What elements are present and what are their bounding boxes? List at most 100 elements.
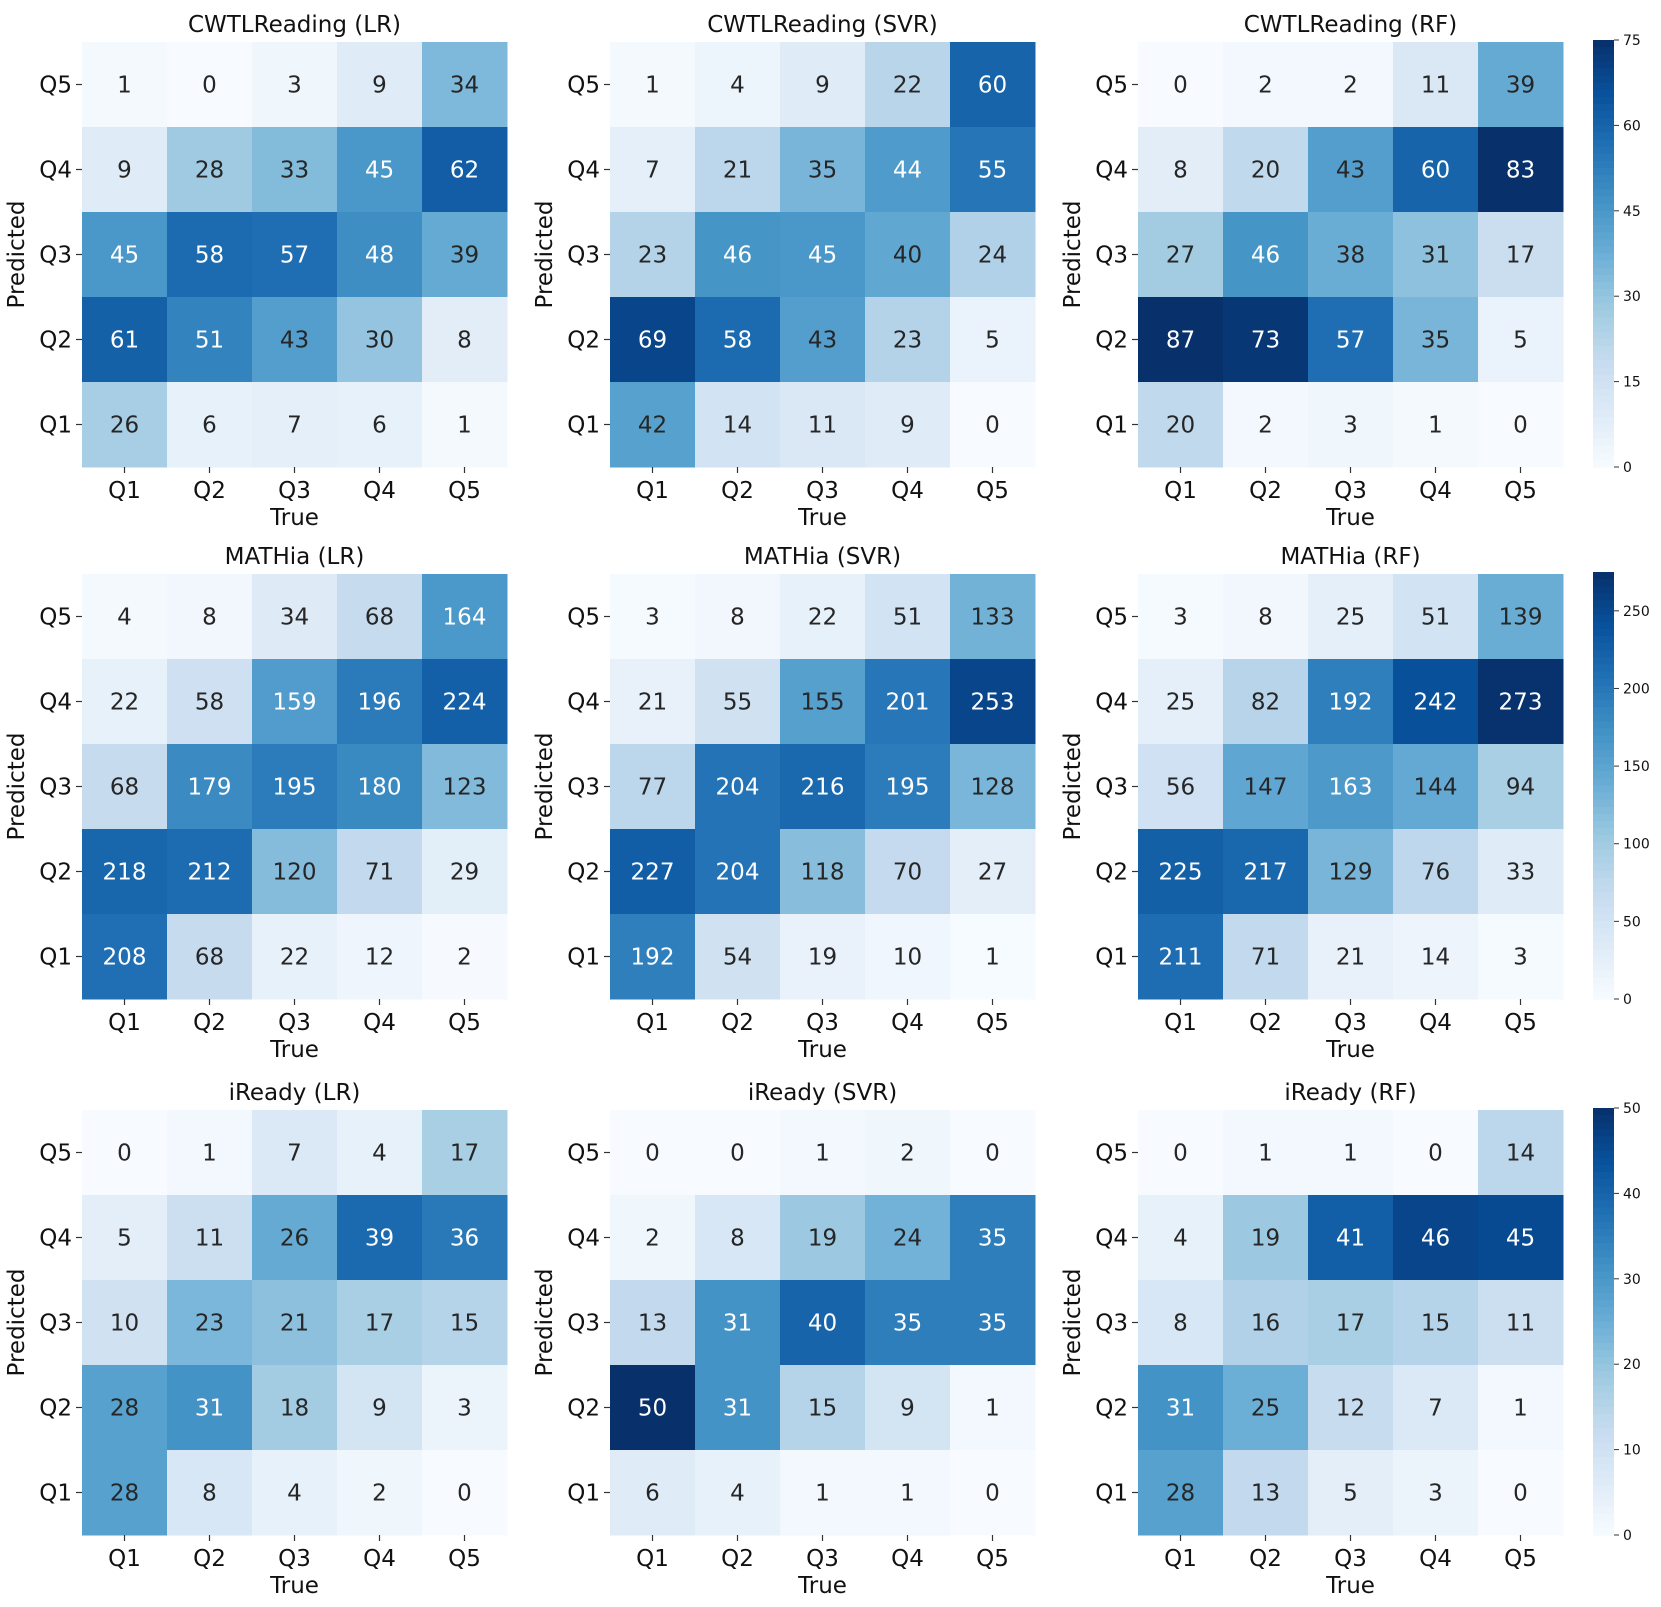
heatmap-cell: [1393, 212, 1479, 298]
heatmap-cell: [950, 574, 1036, 660]
y-tick-label: Q3: [39, 1311, 72, 1337]
colorbar-band: [1593, 1385, 1614, 1394]
colorbar-band: [1593, 54, 1614, 62]
cell-value: 9: [900, 1396, 915, 1422]
y-tick-label: Q1: [567, 945, 600, 971]
x-tick-label: Q5: [976, 1546, 1009, 1572]
colorbar-band: [1593, 47, 1614, 55]
x-tick-label: Q5: [976, 478, 1009, 504]
colorbar-band: [1593, 96, 1614, 105]
heatmap-cell: [1308, 382, 1394, 468]
heatmap-cell: [1478, 212, 1564, 298]
x-tick-label: Q4: [891, 1546, 924, 1572]
cell-value: 242: [1414, 690, 1458, 716]
x-tick-label: Q3: [806, 478, 839, 504]
colorbar-band: [1593, 870, 1614, 879]
colorbar-band: [1593, 1499, 1614, 1508]
x-axis-label: True: [269, 1037, 319, 1063]
heatmap-cell: [1223, 1450, 1309, 1536]
colorbar-band: [1593, 1513, 1614, 1522]
y-axis-label: Predicted: [4, 733, 30, 841]
cell-value: 16: [1251, 1311, 1280, 1337]
colorbar-band: [1593, 1449, 1614, 1458]
heatmap-cell: [1138, 297, 1224, 383]
heatmap-cell: [337, 212, 423, 298]
cell-value: 10: [893, 945, 922, 971]
cell-value: 46: [1421, 1226, 1450, 1252]
cell-value: 71: [1251, 945, 1280, 971]
y-tick-label: Q4: [1095, 690, 1128, 716]
cell-value: 120: [273, 860, 317, 886]
colorbar-tick-label: 10: [1623, 1443, 1641, 1459]
heatmap-cell: [1478, 1110, 1564, 1196]
panel-title: iReady (RF): [1284, 1080, 1416, 1106]
heatmap-cell: [337, 1365, 423, 1451]
heatmap-cell: [82, 1365, 168, 1451]
colorbar-band: [1593, 742, 1614, 751]
colorbar-band: [1593, 1157, 1614, 1166]
x-tick-label: Q1: [1164, 1546, 1197, 1572]
cell-value: 3: [1428, 1481, 1443, 1507]
heatmap-cell: [1223, 1365, 1309, 1451]
colorbar-band: [1593, 1228, 1614, 1237]
heatmap-cell: [252, 574, 338, 660]
heatmap-cell: [422, 127, 508, 213]
cell-value: 7: [1428, 1396, 1443, 1422]
heatmap-cell: [337, 127, 423, 213]
heatmap-cell: [252, 382, 338, 468]
x-axis-label: True: [269, 1573, 319, 1599]
cell-value: 139: [1499, 605, 1543, 631]
heatmap-cell: [1223, 127, 1309, 213]
x-tick-label: Q4: [363, 1546, 396, 1572]
heatmap-cell: [82, 42, 168, 128]
cell-value: 225: [1159, 860, 1203, 886]
cell-value: 133: [971, 605, 1015, 631]
cell-value: 31: [723, 1396, 752, 1422]
heatmap-cell: [865, 1110, 951, 1196]
heatmap-cell: [1308, 1195, 1394, 1281]
y-tick-label: Q2: [1095, 860, 1128, 886]
colorbar-band: [1593, 991, 1614, 1000]
colorbar-band: [1593, 1428, 1614, 1436]
cell-value: 196: [358, 690, 402, 716]
y-tick-label: Q5: [39, 73, 72, 99]
cell-value: 76: [1421, 860, 1450, 886]
heatmap-cell: [422, 744, 508, 830]
heatmap-cell: [337, 744, 423, 830]
panel-title: CWTLReading (SVR): [707, 12, 938, 38]
colorbar-band: [1593, 1115, 1614, 1123]
heatmap-cell: [167, 297, 253, 383]
x-tick-label: Q4: [891, 1010, 924, 1036]
x-axis-label: True: [1325, 1037, 1375, 1063]
cell-value: 155: [801, 690, 845, 716]
heatmap-cell: [167, 829, 253, 915]
cell-value: 8: [457, 328, 472, 354]
heatmap-cell: [1223, 914, 1309, 1000]
colorbar-tick-label: 0: [1623, 460, 1632, 476]
x-tick-label: Q2: [1249, 1010, 1282, 1036]
colorbar-band: [1593, 267, 1614, 276]
colorbar-band: [1593, 678, 1614, 687]
colorbar-band: [1593, 1364, 1614, 1372]
colorbar-band: [1593, 338, 1614, 347]
cell-value: 23: [638, 243, 667, 269]
colorbar-band: [1593, 1150, 1614, 1159]
heatmap-cell: [167, 744, 253, 830]
colorbar-band: [1593, 104, 1614, 112]
heatmap-cell: [167, 1280, 253, 1366]
y-axis-label: Predicted: [532, 201, 558, 309]
cell-value: 35: [893, 1311, 922, 1337]
cell-value: 17: [365, 1311, 394, 1337]
heatmap-cell: [780, 1195, 866, 1281]
heatmap-cell: [865, 574, 951, 660]
heatmap-cell: [1223, 1280, 1309, 1366]
cell-value: 11: [1506, 1311, 1535, 1337]
y-tick-label: Q3: [39, 243, 72, 269]
colorbar-band: [1593, 1392, 1614, 1401]
cell-value: 1: [202, 1141, 217, 1167]
x-tick-label: Q2: [721, 478, 754, 504]
colorbar-band: [1593, 402, 1614, 411]
cell-value: 3: [457, 1396, 472, 1422]
panel-title: MATHia (RF): [1280, 544, 1420, 570]
colorbar-band: [1593, 274, 1614, 283]
